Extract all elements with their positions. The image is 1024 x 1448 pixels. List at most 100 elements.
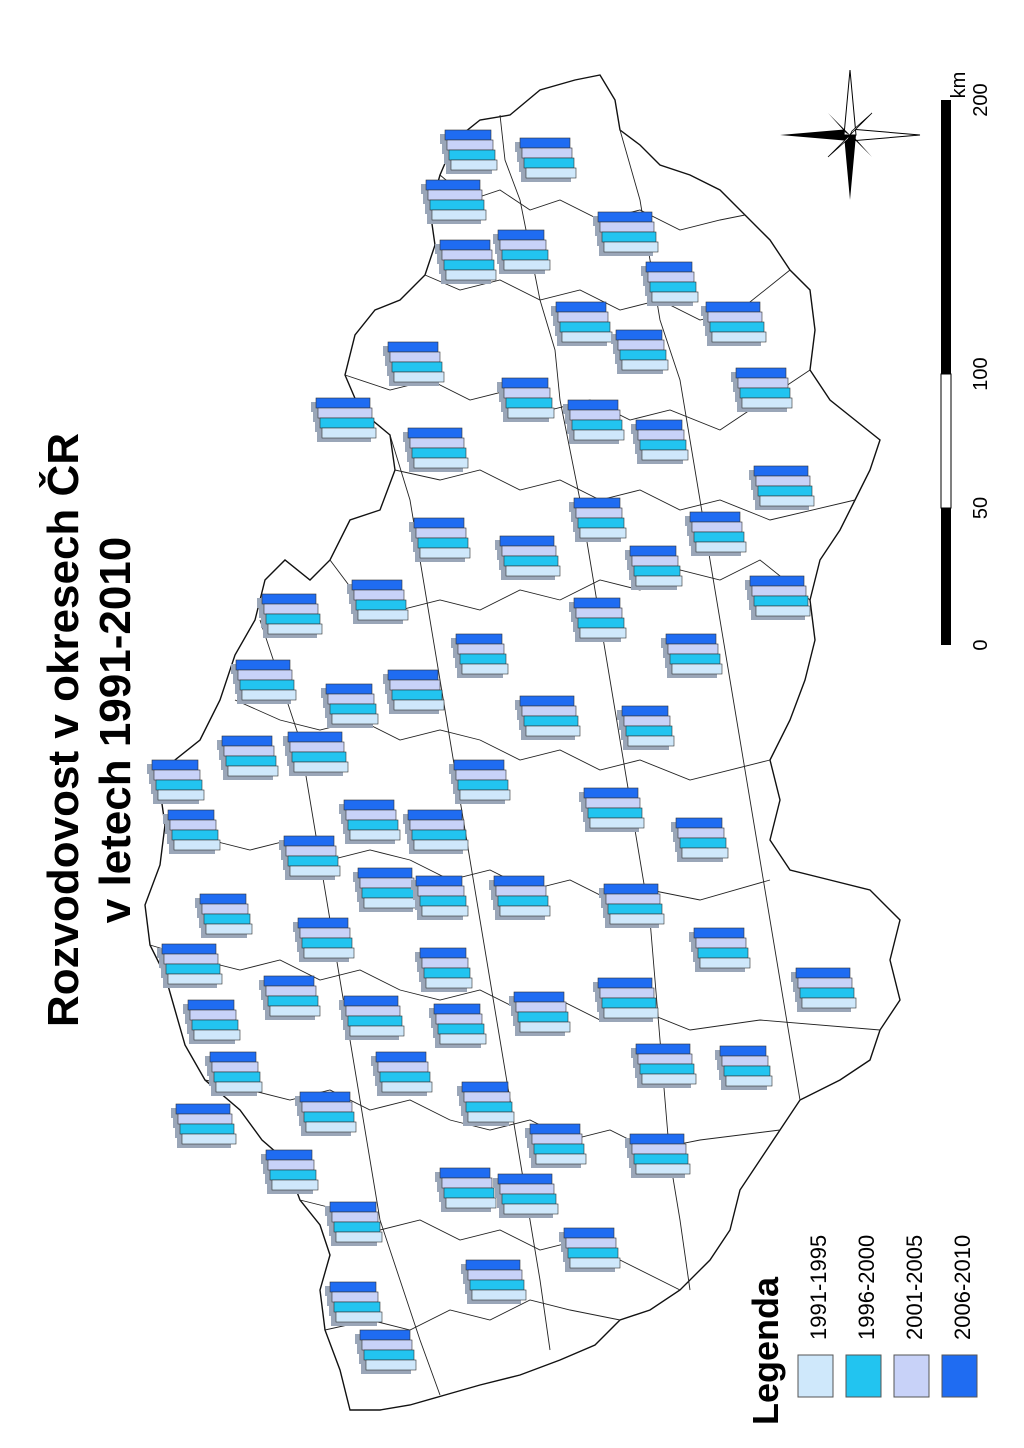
bar-glyph — [403, 427, 469, 472]
bar-segment — [529, 1123, 581, 1135]
bar-glyph — [611, 329, 669, 374]
bar-segment — [523, 715, 579, 727]
bar-segment — [303, 1111, 355, 1123]
bar-segment — [333, 1301, 381, 1313]
bar-segment — [199, 893, 247, 905]
bar-segment — [446, 139, 494, 151]
bar-segment — [331, 713, 379, 725]
bar-glyph — [701, 301, 767, 346]
bar-segment — [625, 725, 673, 737]
bar-segment — [287, 855, 339, 867]
bar-segment — [445, 1197, 497, 1209]
bar-segment — [157, 789, 205, 801]
bar-segment — [345, 809, 397, 821]
bar-glyph — [440, 129, 498, 174]
bar-segment — [557, 311, 609, 323]
bar-segment — [433, 1003, 481, 1015]
legend-heading: Legenda — [745, 1276, 786, 1425]
bar-segment — [651, 291, 699, 303]
bar-segment — [699, 957, 751, 969]
bar-segment — [391, 361, 443, 373]
bar-segment — [409, 437, 465, 449]
bar-segment — [647, 271, 695, 283]
bar-segment — [633, 565, 681, 577]
bar-segment — [519, 1021, 571, 1033]
bar-segment — [525, 167, 577, 179]
scale-segment-0-50 — [941, 508, 951, 645]
bar-segment — [293, 761, 349, 773]
bar-segment — [575, 507, 623, 519]
bar-segment — [565, 1237, 617, 1249]
bar-segment — [263, 975, 315, 987]
bar-glyph — [325, 1281, 383, 1326]
bar-segment — [377, 1061, 429, 1073]
bar-segment — [441, 1177, 493, 1189]
bar-glyph — [383, 669, 445, 714]
bar-segment — [669, 653, 721, 665]
bar-segment — [283, 835, 335, 847]
bar-segment — [579, 627, 627, 639]
bar-segment — [521, 705, 577, 717]
bar-segment — [299, 1091, 351, 1103]
bar-segment — [421, 957, 469, 969]
bar-segment — [411, 829, 467, 841]
bar-glyph — [415, 947, 473, 992]
bar-glyph — [593, 211, 659, 256]
bar-segment — [609, 913, 665, 925]
bar-segment — [463, 1091, 511, 1103]
bar-segment — [169, 819, 217, 831]
bar-segment — [639, 1063, 695, 1075]
bar-glyph — [563, 399, 625, 444]
bar-glyph — [171, 1103, 237, 1148]
bar-segment — [759, 495, 815, 507]
bar-glyph — [715, 1045, 773, 1090]
bar-segment — [201, 903, 249, 915]
bar-segment — [415, 875, 463, 887]
bar-segment — [629, 545, 677, 557]
bar-segment — [165, 963, 221, 975]
bar-segment — [203, 913, 251, 925]
bar-segment — [597, 211, 653, 223]
bar-segment — [671, 663, 723, 675]
bar-glyph — [449, 759, 511, 804]
bar-glyph — [489, 875, 551, 920]
bar-segment — [621, 705, 669, 717]
bar-segment — [351, 579, 403, 591]
bar-segment — [427, 189, 483, 201]
bar-segment — [525, 725, 581, 737]
bar-segment — [467, 1269, 523, 1281]
bar-glyph — [157, 943, 223, 988]
bar-segment — [235, 659, 291, 671]
bar-segment — [741, 397, 793, 409]
bar-segment — [421, 905, 469, 917]
bar-glyph — [321, 683, 379, 728]
bar-segment — [635, 575, 683, 587]
bar-segment — [601, 231, 657, 243]
bar-segment — [177, 1113, 233, 1125]
bar-segment — [455, 633, 503, 645]
bar-segment — [425, 179, 481, 191]
legend-swatch-1991-1995 — [797, 1354, 834, 1398]
bar-glyph — [411, 875, 469, 920]
bar-segment — [695, 541, 747, 553]
bar-segment — [329, 703, 377, 715]
bar-segment — [171, 829, 219, 841]
bar-segment — [443, 1187, 495, 1199]
bar-segment — [585, 797, 641, 809]
legend-label-1991-1995: 1991-1995 — [806, 1235, 831, 1340]
bar-segment — [349, 1025, 405, 1037]
bar-glyph — [745, 575, 811, 620]
bar-segment — [637, 429, 685, 441]
bar-segment — [755, 605, 811, 617]
bar-segment — [667, 643, 719, 655]
bar-glyph — [515, 695, 581, 740]
bar-segment — [301, 1101, 353, 1113]
bar-segment — [389, 679, 441, 691]
bar-segment — [507, 407, 555, 419]
bar-segment — [499, 905, 551, 917]
bar-glyph — [435, 1167, 497, 1212]
bar-segment — [263, 603, 319, 615]
bar-glyph — [731, 367, 793, 412]
bar-segment — [345, 1005, 401, 1017]
bar-segment — [497, 229, 545, 241]
